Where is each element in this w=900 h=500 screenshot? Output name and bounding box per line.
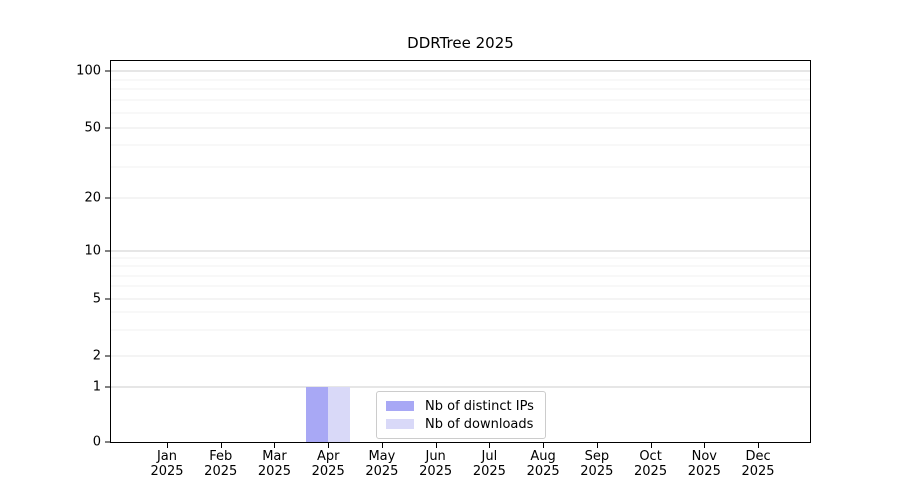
y-gridline xyxy=(111,250,810,252)
x-tick-year: 2025 xyxy=(526,464,560,479)
x-tick-month: Apr xyxy=(316,449,340,464)
x-tick-month: Dec xyxy=(745,449,771,464)
x-tick-month: Jul xyxy=(481,449,498,464)
legend-swatch-icon xyxy=(386,401,414,411)
y-minor-gridline xyxy=(111,112,810,114)
y-gridline xyxy=(111,127,810,129)
x-tick-month: Oct xyxy=(639,449,662,464)
x-tick-month: Jan xyxy=(156,449,178,464)
y-tick-mark xyxy=(105,127,110,129)
legend-label: Nb of distinct IPs xyxy=(425,398,534,414)
x-tick-mark xyxy=(489,443,491,448)
y-tick-label: 50 xyxy=(84,120,101,136)
x-tick-mark xyxy=(543,443,545,448)
x-tick-year: 2025 xyxy=(687,464,721,479)
y-minor-gridline xyxy=(111,311,810,313)
x-tick-label-mar: Mar 2025 xyxy=(242,449,306,479)
y-minor-gridline xyxy=(111,265,810,267)
y-tick-mark xyxy=(105,441,110,443)
legend-entry: Nb of downloads xyxy=(386,415,536,433)
x-tick-month: May xyxy=(368,449,396,464)
y-minor-gridline xyxy=(111,99,810,101)
y-tick-mark xyxy=(105,355,110,356)
legend-swatch-icon xyxy=(386,419,414,429)
x-tick-month: Jun xyxy=(425,449,446,464)
x-tick-mark xyxy=(650,443,652,448)
y-gridline xyxy=(111,298,810,300)
x-tick-year: 2025 xyxy=(257,464,291,479)
bar-nb-of-distinct-ips xyxy=(306,386,329,442)
x-tick-label-dec: Dec 2025 xyxy=(726,449,790,479)
x-tick-mark xyxy=(274,443,276,448)
x-tick-year: 2025 xyxy=(472,464,506,479)
y-tick-label: 10 xyxy=(84,243,101,259)
y-gridline xyxy=(111,197,810,199)
x-tick-mark xyxy=(758,443,760,448)
y-gridline xyxy=(111,386,810,388)
bar-nb-of-downloads xyxy=(328,386,351,442)
x-tick-year: 2025 xyxy=(150,464,184,479)
y-minor-gridline xyxy=(111,329,810,331)
x-tick-label-jul: Jul 2025 xyxy=(457,449,521,479)
x-tick-mark xyxy=(596,443,598,448)
y-minor-gridline xyxy=(111,166,810,168)
legend: Nb of distinct IPs Nb of downloads xyxy=(376,391,546,439)
y-tick-label: 20 xyxy=(84,190,101,206)
y-minor-gridline xyxy=(111,275,810,276)
y-tick-label: 1 xyxy=(92,379,101,395)
y-gridline xyxy=(111,355,810,356)
x-tick-year: 2025 xyxy=(634,464,668,479)
x-tick-mark xyxy=(220,443,222,448)
plot-area: 100 50 20 10 5 2 1 0 Jan 2025 Feb 2025 Mar 2025 Apr 202… xyxy=(76,60,811,479)
x-tick-label-oct: Oct 2025 xyxy=(619,449,683,479)
x-tick-year: 2025 xyxy=(580,464,614,479)
x-tick-mark xyxy=(167,443,168,448)
x-tick-label-feb: Feb 2025 xyxy=(189,449,253,479)
x-tick-year: 2025 xyxy=(419,464,453,479)
x-tick-year: 2025 xyxy=(365,464,399,479)
x-tick-year: 2025 xyxy=(311,464,345,479)
x-tick-mark xyxy=(381,443,383,448)
y-tick-mark xyxy=(105,386,110,388)
x-tick-mark xyxy=(435,443,437,448)
x-tick-label-may: May 2025 xyxy=(350,449,414,479)
x-tick-label-aug: Aug 2025 xyxy=(511,449,575,479)
x-tick-label-apr: Apr 2025 xyxy=(296,449,360,479)
y-tick-label: 100 xyxy=(76,63,101,79)
x-tick-label-jan: Jan 2025 xyxy=(135,449,199,479)
x-tick-month: Sep xyxy=(584,449,610,464)
chart-title: DDRTree 2025 xyxy=(407,34,514,52)
y-tick-label: 2 xyxy=(92,348,101,363)
x-tick-year: 2025 xyxy=(741,464,775,479)
y-tick-mark xyxy=(105,250,110,252)
legend-label: Nb of downloads xyxy=(425,416,534,432)
x-tick-label-nov: Nov 2025 xyxy=(672,449,736,479)
y-minor-gridline xyxy=(111,88,810,90)
x-tick-mark xyxy=(704,443,706,448)
y-minor-gridline xyxy=(111,79,810,81)
x-tick-month: Aug xyxy=(530,449,556,464)
x-tick-month: Feb xyxy=(209,449,233,464)
y-minor-gridline xyxy=(111,285,810,287)
x-tick-year: 2025 xyxy=(204,464,238,479)
legend-entry: Nb of distinct IPs xyxy=(386,397,536,415)
y-tick-label: 5 xyxy=(92,291,101,307)
y-tick-mark xyxy=(105,70,110,72)
y-tick-mark xyxy=(105,197,110,199)
x-tick-month: Mar xyxy=(262,449,287,464)
y-minor-gridline xyxy=(111,257,810,259)
y-gridline xyxy=(111,70,810,72)
y-minor-gridline xyxy=(111,144,810,146)
y-tick-mark xyxy=(105,298,110,300)
x-tick-month: Nov xyxy=(691,449,717,464)
x-tick-label-sep: Sep 2025 xyxy=(565,449,629,479)
x-tick-label-jun: Jun 2025 xyxy=(404,449,468,479)
y-tick-label: 0 xyxy=(92,434,101,450)
x-tick-mark xyxy=(328,443,330,448)
